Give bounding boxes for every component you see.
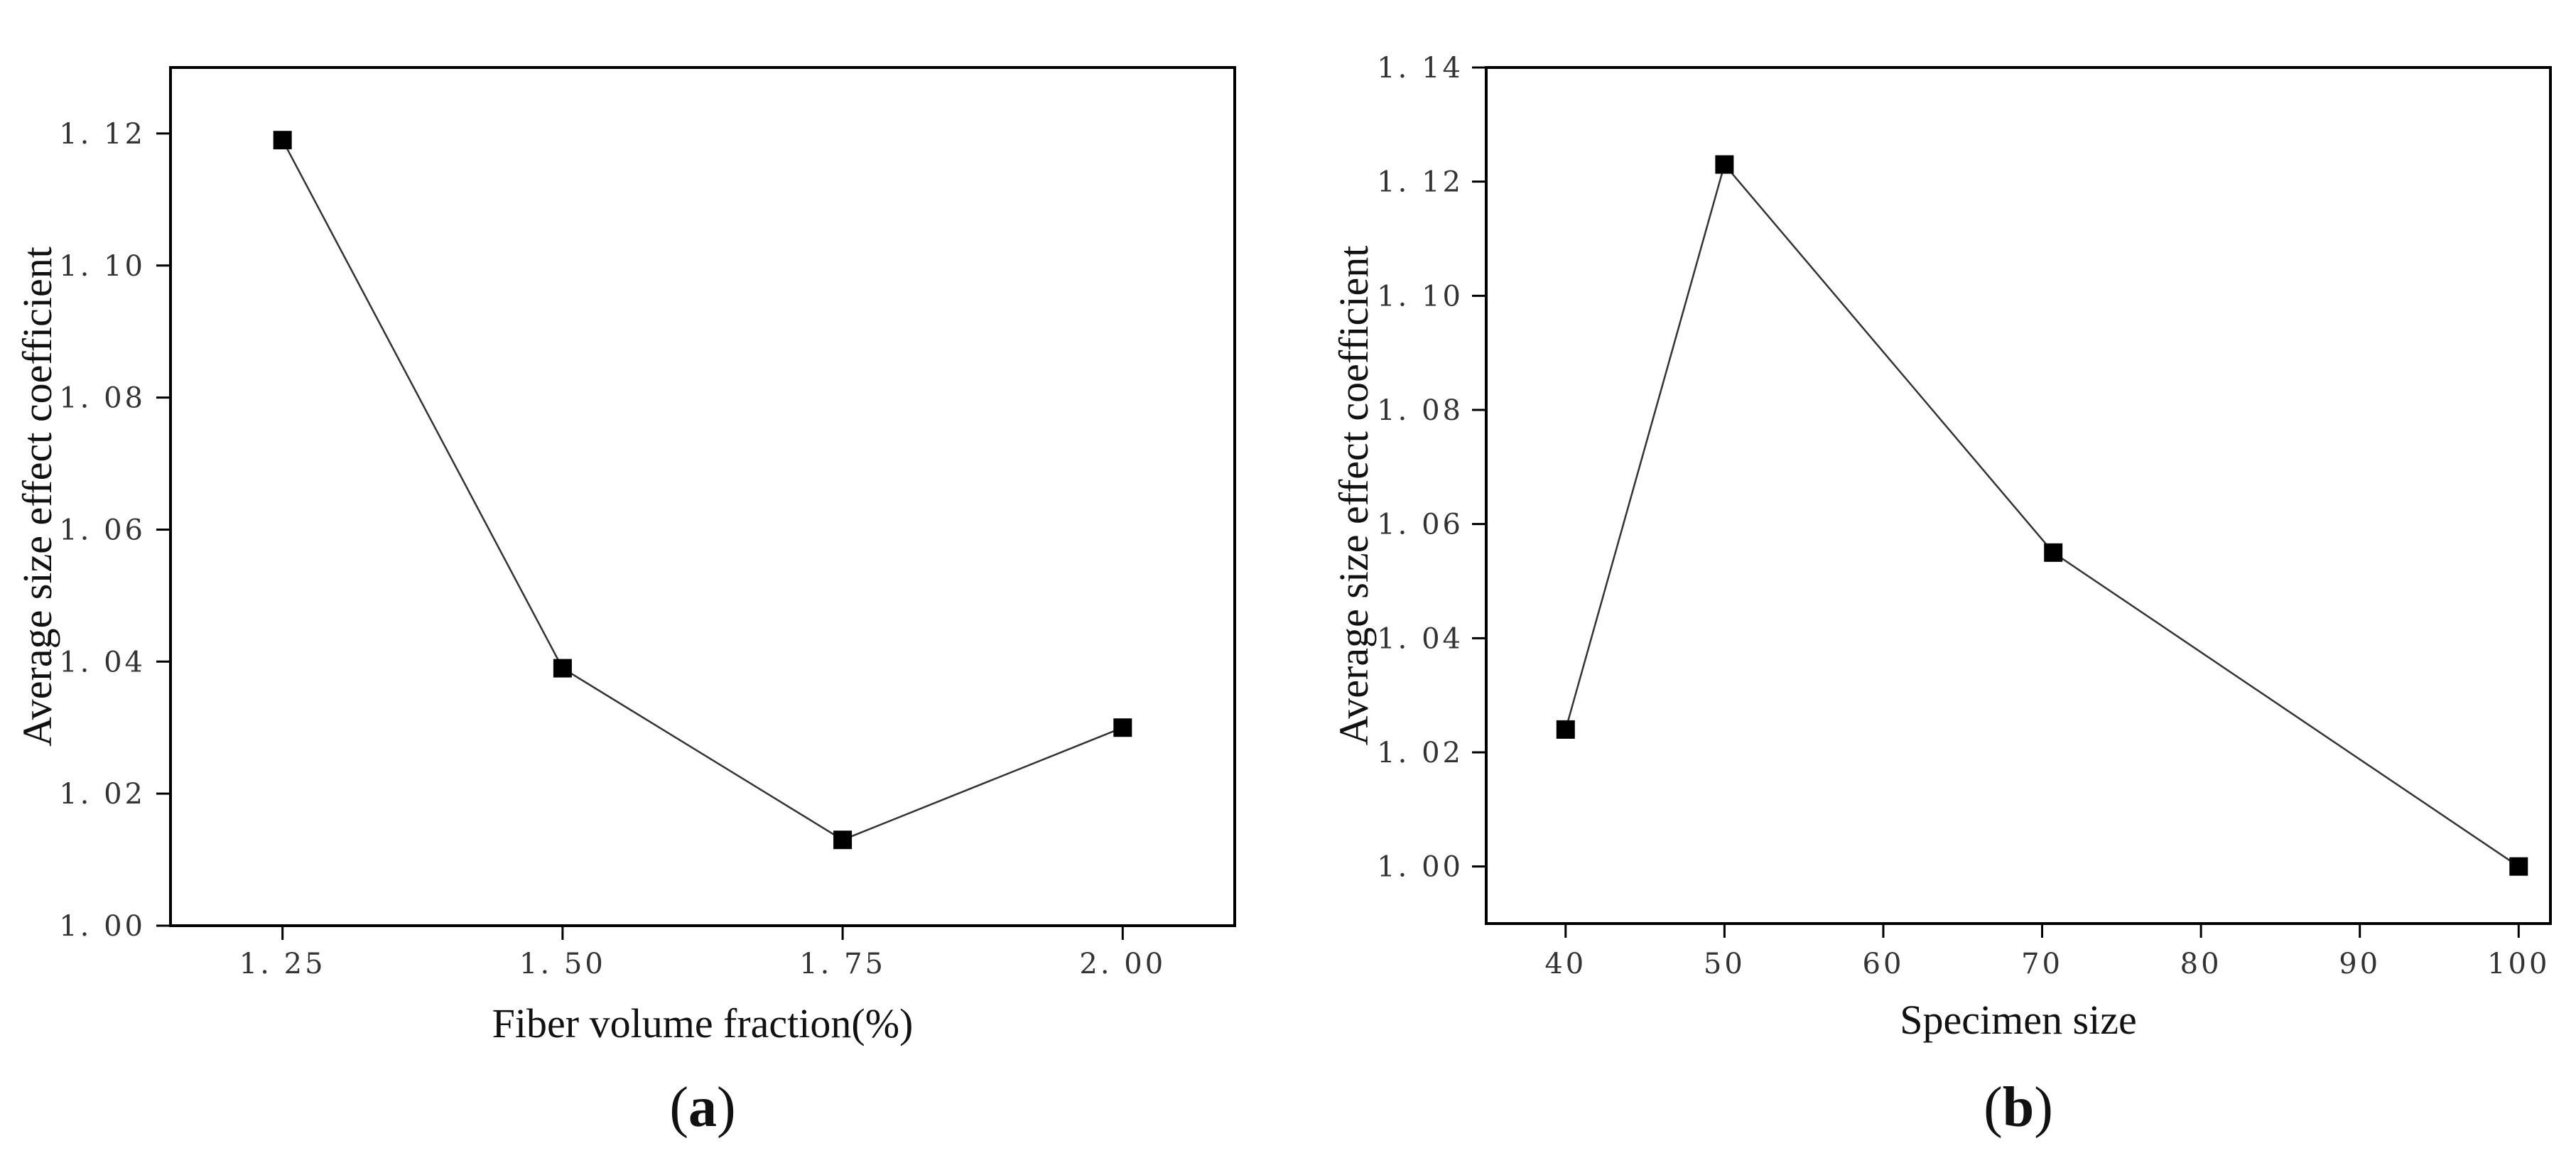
data-point-marker-b [2509,857,2528,876]
x-tick-label-a: 1. 75 [799,948,886,980]
series-line-b [1564,162,2519,867]
panel-label-b: (b) [1984,1076,2053,1139]
data-point-marker-a [833,830,853,850]
y-tick-label-b: 1. 08 [1377,394,1463,427]
y-tick-label-a: 1. 12 [59,118,146,151]
x-tick-label-b: 50 [1704,948,1746,980]
x-tick-label-a: 2. 00 [1079,948,1166,980]
y-tick-label-b: 1. 00 [1377,851,1463,884]
y-tick-label-a: 1. 02 [59,778,146,811]
x-tick-label-b: 40 [1544,948,1586,980]
series-line-a [281,139,1123,841]
y-tick-label-b: 1. 12 [1377,166,1463,199]
x-tick-label-a: 1. 50 [519,948,606,980]
y-axis-title-b: Average size effect coefficient [1331,246,1377,746]
y-tick-label-b: 1. 14 [1377,52,1463,85]
y-tick-label-a: 1. 08 [59,382,146,415]
panel-label-letter-a: a [688,1076,717,1139]
plot-frame-b [1485,66,2552,925]
data-point-marker-a [273,131,292,150]
y-tick-label-b: 1. 02 [1377,737,1463,769]
x-axis-title-b: Specimen size [1900,997,2136,1043]
x-tick-label-b: 60 [1863,948,1905,980]
y-tick-label-a: 1. 00 [59,910,146,943]
y-tick-label-b: 1. 06 [1377,509,1463,541]
x-tick-label-a: 1. 25 [239,948,326,980]
data-point-marker-b [1715,155,1734,174]
data-point-marker-b [1556,720,1575,739]
plot-frame-a [169,66,1236,927]
x-tick-label-b: 70 [2021,948,2063,980]
data-point-marker-a [553,659,572,678]
data-point-marker-b [2044,543,2063,562]
x-tick-label-b: 80 [2180,948,2222,980]
y-tick-label-a: 1. 10 [59,250,146,283]
data-point-marker-a [1113,718,1132,737]
panel-label-a: (a) [669,1076,735,1139]
x-tick-label-b: 90 [2339,948,2381,980]
x-tick-label-b: 100 [2487,948,2550,980]
x-axis-title-a: Fiber volume fraction(%) [492,1000,914,1046]
panel-label-letter-b: b [2003,1076,2035,1139]
y-tick-label-b: 1. 10 [1377,280,1463,313]
y-tick-label-b: 1. 04 [1377,622,1463,655]
y-tick-label-a: 1. 04 [59,646,146,678]
y-axis-title-a: Average size effect coefficient [14,247,60,747]
y-tick-label-a: 1. 06 [59,514,146,546]
